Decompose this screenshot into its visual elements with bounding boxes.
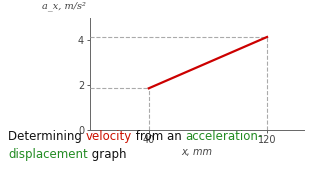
Text: displacement: displacement: [8, 148, 88, 161]
Text: from an: from an: [132, 130, 185, 143]
Text: velocity: velocity: [86, 130, 132, 143]
Text: Determining: Determining: [8, 130, 86, 143]
Text: a_x, m/s²: a_x, m/s²: [43, 2, 86, 11]
Text: acceleration-: acceleration-: [185, 130, 263, 143]
Text: graph: graph: [88, 148, 126, 161]
X-axis label: x, mm: x, mm: [181, 147, 212, 157]
